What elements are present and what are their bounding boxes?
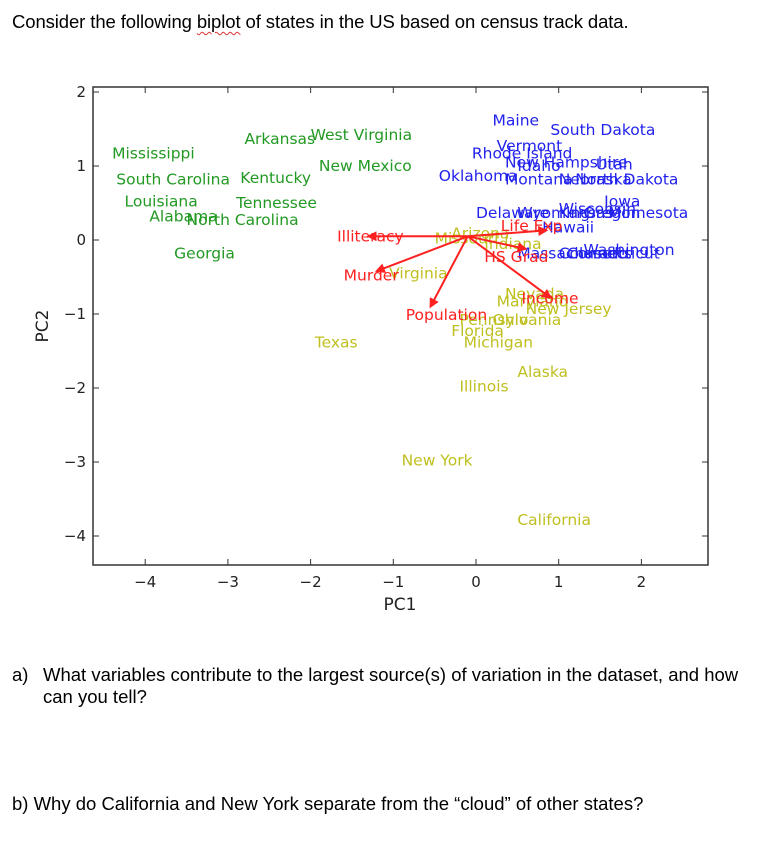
loading-arrow xyxy=(429,235,469,309)
state-label: Delaware xyxy=(476,204,549,222)
y-tick-label: −3 xyxy=(64,453,86,471)
state-label: South Dakota xyxy=(550,121,655,139)
x-tick-label: −4 xyxy=(134,573,156,591)
state-label: Vermont xyxy=(497,137,563,155)
intro-text-before: Consider the following xyxy=(12,11,197,32)
loading-arrow xyxy=(467,225,549,238)
x-tick-label: −2 xyxy=(300,573,322,591)
y-tick-label: −2 xyxy=(64,379,86,397)
intro-text: Consider the following biplot of states … xyxy=(12,11,629,33)
intro-text-after: of states in the US based on census trac… xyxy=(240,11,629,32)
state-label: Ohio xyxy=(493,311,529,329)
state-label: New York xyxy=(402,452,473,470)
state-label: Hawaii xyxy=(542,219,594,237)
state-label: Colorado xyxy=(559,245,628,263)
state-label: Texas xyxy=(314,333,358,351)
state-label: Mississippi xyxy=(112,145,195,163)
state-label: Maine xyxy=(493,111,540,129)
y-tick-label: 0 xyxy=(76,231,86,249)
state-label: Michigan xyxy=(464,333,533,351)
y-tick-label: 2 xyxy=(76,83,86,101)
state-label: Tennessee xyxy=(235,194,317,212)
x-tick-label: 2 xyxy=(637,573,647,591)
x-tick-label: −1 xyxy=(382,573,404,591)
y-tick-label: 1 xyxy=(76,157,86,175)
state-label: North Carolina xyxy=(187,211,299,229)
state-label: Iowa xyxy=(604,193,640,211)
axis-ticks: −4 −3 −2 −1 0 1 2 2 1 0 −1 −2 −3 −4 xyxy=(64,83,708,591)
state-label: Kentucky xyxy=(240,169,311,187)
loading-label: HS Grad xyxy=(484,248,548,266)
state-label: New Mexico xyxy=(319,157,412,175)
biplot-chart: −4 −3 −2 −1 0 1 2 2 1 0 −1 −2 −3 −4 Mississippi Arkans… xyxy=(33,83,709,615)
state-label: West Virginia xyxy=(311,126,412,144)
y-axis-label: PC2 xyxy=(33,310,53,343)
state-label: Pennsylvania xyxy=(459,311,561,329)
state-label: Wyoming xyxy=(517,204,590,222)
state-label: Massachusetts xyxy=(517,245,632,263)
state-label: Illinois xyxy=(459,378,508,396)
state-label: Oklahoma xyxy=(439,167,518,185)
state-label: Nebraska xyxy=(559,171,632,189)
loading-label: Murder xyxy=(344,267,400,285)
state-label: Alabama xyxy=(149,208,217,226)
state-label: Alaska xyxy=(517,363,568,381)
state-label: Utah xyxy=(596,156,633,174)
spellcheck-flagged-word: biplot xyxy=(196,11,241,32)
state-label: Virginia xyxy=(389,264,447,282)
state-label: California xyxy=(517,511,591,529)
state-label: Minnesota xyxy=(608,204,688,222)
loading-label: Income xyxy=(521,290,578,308)
x-axis-label: PC1 xyxy=(384,595,417,615)
loading-label: Population xyxy=(406,306,487,324)
y-tick-label: −1 xyxy=(64,305,86,323)
state-label: Montana xyxy=(505,171,573,189)
loading-arrows: Illiteracy Murder Population Income HS Grad L… xyxy=(337,217,578,324)
loading-arrow xyxy=(374,235,469,273)
state-label: Washington xyxy=(584,241,675,259)
state-label: Connecticut xyxy=(567,245,660,263)
question-b-text: b) Why do California and New York separa… xyxy=(12,793,644,814)
state-label: North Dakota xyxy=(575,171,678,189)
state-label: New Jersey xyxy=(526,300,612,318)
x-tick-label: 0 xyxy=(471,573,481,591)
question-a-text: What variables contribute to the largest… xyxy=(43,664,739,707)
state-label: Wisconsin xyxy=(559,200,636,218)
y-tick-label: −4 xyxy=(64,527,86,545)
state-label: New Hampshire xyxy=(505,153,628,171)
state-label: Georgia xyxy=(174,245,235,263)
loading-arrow xyxy=(467,235,528,253)
plot-frame xyxy=(92,86,709,566)
state-label: Louisiana xyxy=(125,193,198,211)
loading-arrow xyxy=(467,235,553,299)
state-label: Arkansas xyxy=(244,130,315,148)
x-tick-label: −3 xyxy=(217,573,239,591)
state-label: Kansas xyxy=(559,204,614,222)
state-label: South Carolina xyxy=(116,171,230,189)
state-label: Florida xyxy=(451,322,504,340)
loading-label: Life Exp xyxy=(501,217,563,235)
state-label: Oregon xyxy=(584,204,641,222)
state-label: Rhode Island xyxy=(472,145,573,163)
x-tick-label: 1 xyxy=(554,573,564,591)
loading-label: Illiteracy xyxy=(337,227,404,245)
state-label: Idaho xyxy=(517,157,560,175)
question-a-number: a) xyxy=(12,664,29,685)
